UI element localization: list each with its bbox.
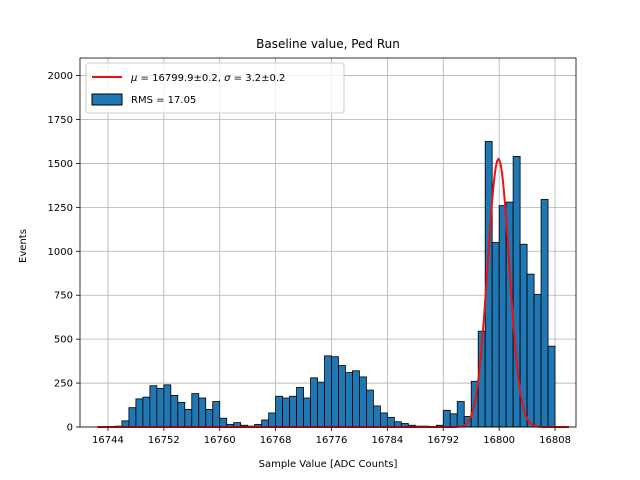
histogram-bar bbox=[156, 387, 165, 428]
histogram-bar bbox=[163, 384, 172, 428]
histogram-bar bbox=[177, 401, 186, 428]
x-tick-label: 16800 bbox=[483, 435, 515, 446]
x-tick-label: 16760 bbox=[204, 435, 236, 446]
legend-fit-sigma: 3.2±0.2 bbox=[245, 73, 285, 84]
histogram-bar bbox=[296, 387, 304, 428]
histogram-bar bbox=[219, 417, 228, 428]
histogram-bar bbox=[366, 389, 374, 428]
histogram-bar bbox=[170, 394, 179, 428]
x-tick-label: 16776 bbox=[316, 435, 348, 446]
histogram-bar bbox=[491, 242, 500, 428]
y-axis-label: Events bbox=[18, 229, 29, 263]
histogram-bar bbox=[352, 370, 360, 428]
histogram-bar bbox=[373, 405, 381, 428]
histogram-bar bbox=[547, 345, 556, 428]
histogram-bar bbox=[386, 416, 395, 428]
y-tick-label: 1500 bbox=[48, 159, 73, 170]
histogram-bar bbox=[191, 393, 200, 428]
histogram-bar bbox=[526, 273, 535, 428]
histogram-bar bbox=[205, 409, 214, 428]
legend-hist-label: RMS = 17.05 bbox=[131, 95, 196, 106]
histogram-bar bbox=[359, 376, 367, 428]
histogram-bar bbox=[282, 397, 290, 428]
y-tick-label: 2000 bbox=[48, 71, 73, 82]
histogram-bar bbox=[275, 395, 283, 428]
y-tick-label: 1000 bbox=[48, 247, 73, 258]
histogram-bar bbox=[498, 205, 507, 428]
histogram-bar bbox=[261, 419, 270, 428]
histogram-bar bbox=[212, 401, 221, 428]
histogram-bar bbox=[540, 199, 549, 428]
x-tick-label: 16752 bbox=[148, 435, 180, 446]
histogram-bar bbox=[338, 365, 346, 428]
x-tick-label: 16808 bbox=[539, 435, 571, 446]
histogram-bar bbox=[379, 412, 388, 428]
y-tick-label: 1750 bbox=[48, 115, 73, 126]
histogram-bar bbox=[324, 355, 332, 428]
chart-title: Baseline value, Ped Run bbox=[256, 37, 400, 51]
y-tick-label: 1250 bbox=[48, 203, 73, 214]
x-tick-label: 16768 bbox=[260, 435, 292, 446]
legend-box bbox=[85, 62, 345, 114]
histogram-bar bbox=[456, 401, 465, 428]
histogram-bar bbox=[331, 356, 339, 428]
x-tick-label: 16784 bbox=[371, 435, 403, 446]
y-tick-label: 500 bbox=[54, 335, 73, 346]
histogram-bar bbox=[442, 409, 451, 428]
x-axis-label: Sample Value [ADC Counts] bbox=[259, 459, 398, 470]
x-tick-label: 16744 bbox=[92, 435, 124, 446]
histogram-bar bbox=[449, 413, 458, 428]
histogram-bar bbox=[303, 397, 311, 428]
legend-fit-label: μ = 16799.9±0.2, σ = 3.2±0.2 bbox=[130, 73, 285, 84]
y-tick-label: 0 bbox=[67, 423, 73, 434]
histogram-bar bbox=[310, 377, 318, 428]
histogram-bar bbox=[184, 409, 193, 428]
histogram-bar bbox=[149, 385, 158, 428]
plot-frame bbox=[79, 57, 577, 428]
histogram-bar bbox=[135, 398, 144, 428]
y-tick-label: 750 bbox=[54, 291, 73, 302]
histogram-bar bbox=[198, 397, 207, 428]
histogram-bar bbox=[142, 396, 151, 428]
x-tick-label: 16792 bbox=[427, 435, 459, 446]
histogram-bar bbox=[317, 381, 325, 428]
plot-area: 16744 16752 16760 16768 16776 16784 16792 16800… bbox=[48, 57, 577, 446]
legend: μ = 16799.9±0.2, σ = 3.2±0.2 RMS = 17.05 bbox=[85, 62, 345, 114]
histogram-bar bbox=[268, 412, 277, 428]
histogram-bar bbox=[289, 395, 297, 428]
histogram-bar bbox=[533, 293, 542, 428]
legend-fit-mu: 16799.9±0.2 bbox=[152, 73, 218, 84]
legend-hist-swatch bbox=[91, 93, 123, 106]
y-tick-label: 250 bbox=[54, 379, 73, 390]
histogram-bar bbox=[128, 407, 137, 428]
histogram-bar bbox=[345, 372, 353, 428]
